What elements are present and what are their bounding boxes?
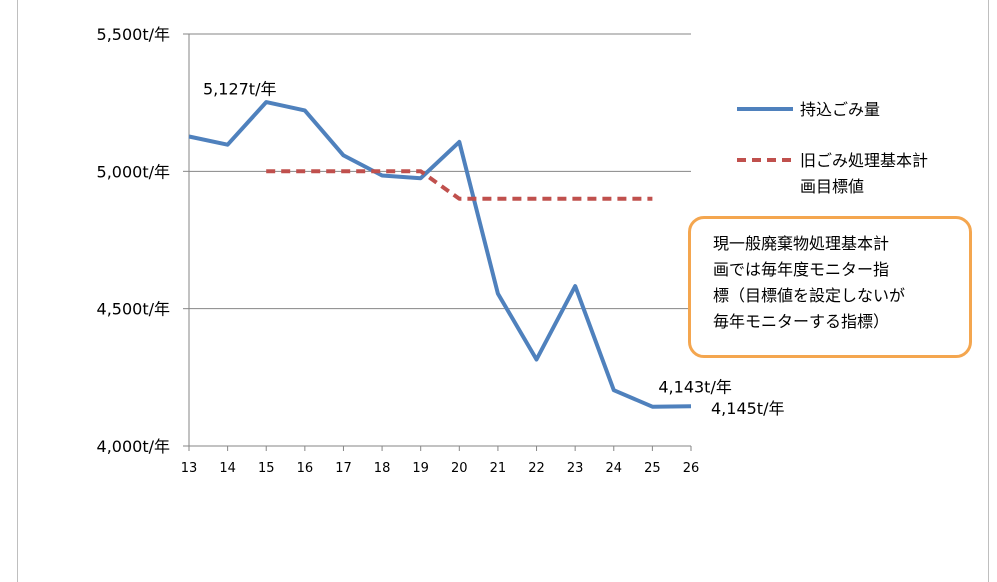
x-tick-label: 16	[297, 461, 314, 476]
data-label: 4,143t/年	[658, 378, 731, 397]
x-tick-label: 21	[490, 461, 507, 476]
x-tick-label: 23	[567, 461, 584, 476]
x-tick-label: 22	[528, 461, 545, 476]
y-tick-labels: 4,000t/年 4,500t/年 5,000t/年 5,500t/年	[97, 25, 170, 456]
series-line-target	[266, 169, 653, 201]
axes	[188, 34, 691, 447]
series-group	[188, 100, 692, 409]
x-tick-label: 25	[644, 461, 661, 476]
x-tick-label: 26	[683, 461, 700, 476]
y-tick-label: 5,500t/年	[97, 25, 170, 44]
monitoring-note-box: 現一般廃棄物処理基本計 画では毎年度モニター指 標（目標値を設定しないが 毎年モ…	[688, 216, 972, 358]
x-tick-label: 18	[374, 461, 391, 476]
data-label: 4,145t/年	[711, 399, 784, 418]
x-tick-label: 13	[181, 461, 198, 476]
y-tick-label: 4,500t/年	[97, 300, 170, 319]
series-line-actual	[188, 100, 692, 409]
x-tick-label: 17	[335, 461, 352, 476]
legend-label-actual: 持込ごみ量	[800, 100, 880, 119]
x-tick-label: 15	[258, 461, 275, 476]
chart-frame	[17, 0, 989, 582]
x-tick-label: 14	[219, 461, 236, 476]
x-tick-label: 20	[451, 461, 468, 476]
x-tick-label: 19	[412, 461, 429, 476]
legend-label-target-line2: 画目標値	[800, 177, 864, 196]
data-labels: 5,127t/年 4,143t/年 4,145t/年	[203, 79, 784, 418]
legend: 持込ごみ量 旧ごみ処理基本計 画目標値	[737, 100, 928, 196]
x-tick-label: 24	[605, 461, 622, 476]
x-tick-labels: 13 14 15 16 17 18 19 20 21 22 23 24 25 26	[181, 461, 700, 476]
legend-label-target-line1: 旧ごみ処理基本計	[800, 151, 928, 170]
y-tick-label: 4,000t/年	[97, 437, 170, 456]
data-label: 5,127t/年	[203, 79, 276, 98]
y-tick-label: 5,000t/年	[97, 162, 170, 181]
